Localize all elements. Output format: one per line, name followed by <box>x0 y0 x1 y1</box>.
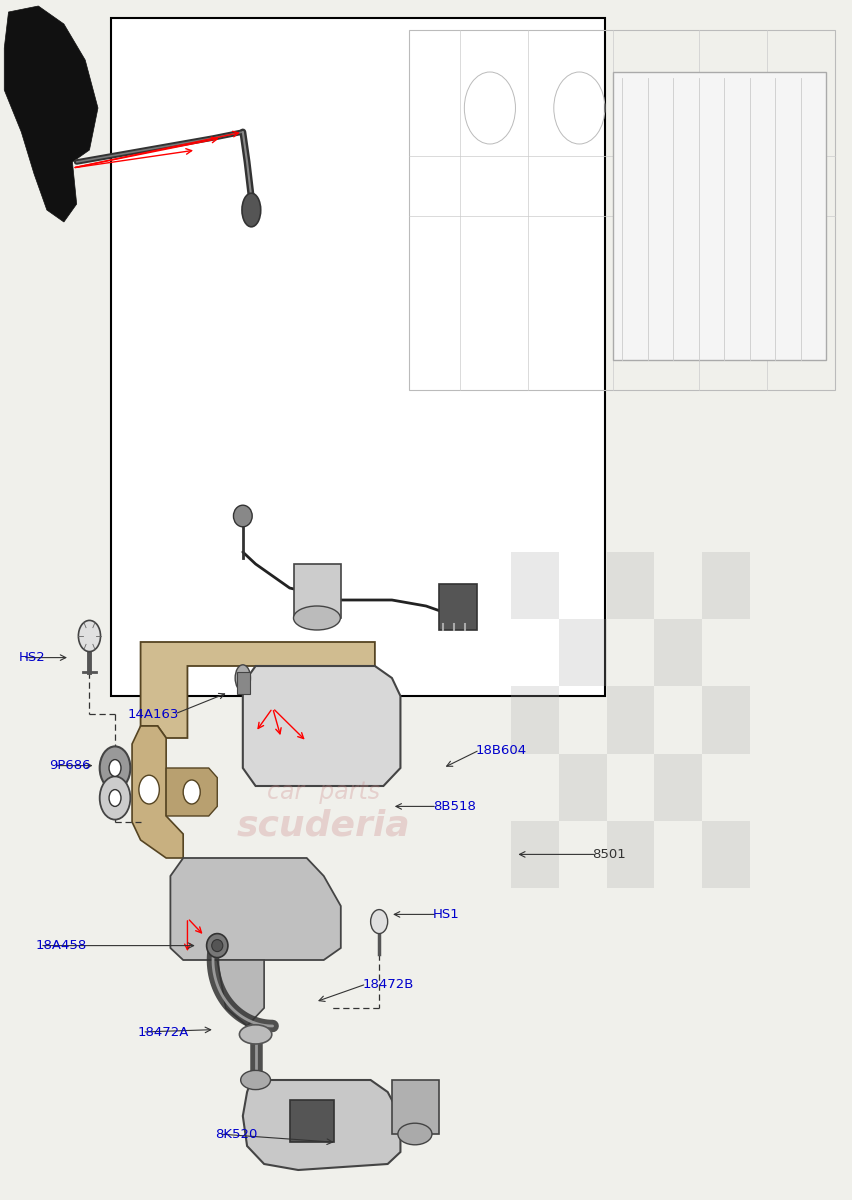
Circle shape <box>109 790 121 806</box>
Bar <box>702 821 750 888</box>
Text: HS1: HS1 <box>433 908 459 920</box>
Bar <box>439 584 477 630</box>
Ellipse shape <box>235 665 250 691</box>
Ellipse shape <box>239 1025 272 1044</box>
Polygon shape <box>141 642 375 738</box>
Ellipse shape <box>242 193 261 227</box>
Ellipse shape <box>233 505 252 527</box>
Ellipse shape <box>398 1123 432 1145</box>
Ellipse shape <box>293 606 341 630</box>
Text: 14A163: 14A163 <box>128 708 179 720</box>
Bar <box>702 686 750 754</box>
Circle shape <box>78 620 101 652</box>
Bar <box>613 72 826 360</box>
Circle shape <box>100 746 130 790</box>
Text: 18472A: 18472A <box>138 1026 189 1038</box>
Bar <box>559 619 607 686</box>
Bar <box>607 686 654 754</box>
Bar <box>654 619 702 686</box>
Bar <box>111 18 605 696</box>
Bar <box>409 30 835 390</box>
Text: 18B604: 18B604 <box>475 744 527 756</box>
Circle shape <box>139 775 159 804</box>
Circle shape <box>371 910 388 934</box>
Text: car  parts: car parts <box>268 780 380 804</box>
Polygon shape <box>217 960 264 1026</box>
Text: 18A458: 18A458 <box>36 940 87 952</box>
Ellipse shape <box>211 940 223 952</box>
Polygon shape <box>243 666 400 786</box>
Bar <box>511 821 559 888</box>
Bar <box>511 686 559 754</box>
Ellipse shape <box>241 1070 271 1090</box>
Text: HS2: HS2 <box>19 652 45 664</box>
Ellipse shape <box>206 934 228 958</box>
Text: 8501: 8501 <box>592 848 626 860</box>
Bar <box>290 1100 334 1142</box>
Text: 18472B: 18472B <box>362 978 413 990</box>
Bar <box>559 754 607 821</box>
Polygon shape <box>166 768 217 816</box>
Polygon shape <box>170 858 341 960</box>
Polygon shape <box>4 6 98 222</box>
Bar <box>294 564 341 618</box>
Circle shape <box>183 780 200 804</box>
Bar <box>237 672 250 694</box>
Bar <box>392 1080 439 1134</box>
Text: 9P686: 9P686 <box>49 760 91 772</box>
Bar <box>607 552 654 619</box>
Circle shape <box>100 776 130 820</box>
Bar <box>607 821 654 888</box>
Text: 8B518: 8B518 <box>433 800 475 812</box>
Bar <box>702 552 750 619</box>
Text: scuderia: scuderia <box>237 809 411 842</box>
Polygon shape <box>132 726 183 858</box>
Bar <box>654 754 702 821</box>
Text: 8K520: 8K520 <box>215 1128 257 1140</box>
Polygon shape <box>243 1080 400 1170</box>
Circle shape <box>109 760 121 776</box>
Bar <box>511 552 559 619</box>
